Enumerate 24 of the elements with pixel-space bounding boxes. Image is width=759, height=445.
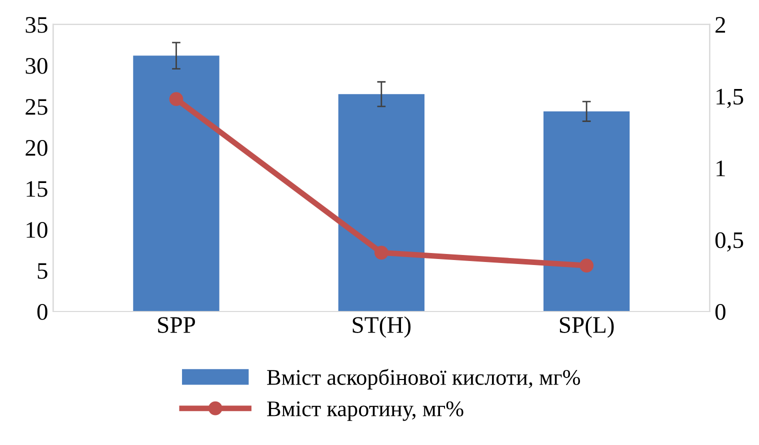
y2-tick-label: 0,5	[715, 232, 744, 252]
y2-tick-label: 1,5	[716, 88, 744, 108]
y-tick-label: 20	[26, 140, 48, 156]
point	[374, 246, 388, 260]
y-tick-label: 10	[26, 222, 48, 238]
legend-label: Вміст каротину, мг%	[267, 401, 464, 421]
bar	[338, 94, 424, 312]
x-tick-label: SP(L)	[560, 316, 614, 338]
bar	[133, 56, 220, 312]
point	[580, 258, 594, 273]
y2-tick-label: 0	[715, 304, 726, 320]
point	[169, 92, 184, 106]
y-tick-label: 35	[26, 17, 48, 33]
bar	[543, 111, 630, 312]
y-tick-label: 25	[26, 99, 48, 115]
x-tick-label: ST(H)	[352, 316, 411, 338]
legend-label: Вміст аскорбінової кислоти, мг%	[267, 368, 580, 390]
y2-tick-label: 2	[716, 17, 726, 33]
y-tick-label: 0	[37, 304, 48, 320]
x-tick-label: SPP	[158, 317, 195, 333]
y2-tick-label: 1	[716, 160, 725, 176]
y-tick-label: 5	[38, 263, 48, 279]
y-tick-label: 30	[26, 58, 48, 74]
y-tick-label: 15	[26, 181, 48, 197]
